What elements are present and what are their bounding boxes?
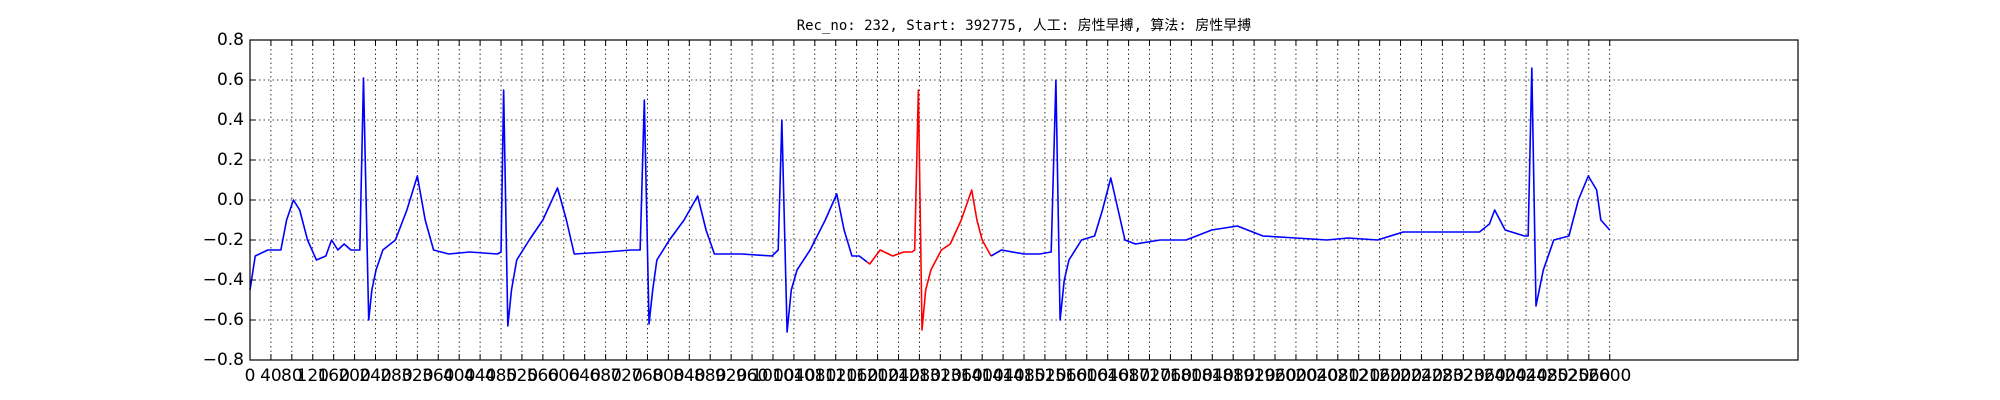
x-tick-label: 2480 (1525, 366, 1568, 386)
x-tick-label: 1080 (793, 366, 836, 386)
x-tick-label: 2200 (1379, 366, 1422, 386)
x-tick-label: 1400 (961, 366, 1004, 386)
y-tick-label: −0.2 (203, 230, 244, 250)
x-tick-label: 800 (652, 366, 684, 386)
x-tick-label: 200 (338, 366, 370, 386)
x-tick-label: 280 (380, 366, 412, 386)
y-tick-label: 0.4 (217, 110, 244, 130)
y-tick-label: −0.6 (203, 310, 244, 330)
y-tick-label: −0.8 (203, 350, 244, 370)
signal-line (866, 89, 992, 331)
x-tick-label: 2040 (1295, 366, 1338, 386)
x-tick-label: 160 (317, 366, 349, 386)
x-tick-label: 1360 (940, 366, 983, 386)
x-tick-label: 720 (610, 366, 642, 386)
x-tick-label: 1920 (1232, 366, 1275, 386)
y-tick-label: 0.2 (217, 150, 244, 170)
x-tick-label: 1000 (751, 366, 794, 386)
x-tick-label: 1880 (1212, 366, 1255, 386)
y-tick-label: 0.6 (217, 70, 244, 90)
x-tick-label: 1200 (856, 366, 899, 386)
x-tick-label: 1800 (1170, 366, 1213, 386)
x-tick-label: 1240 (877, 366, 920, 386)
x-tick-label: 480 (485, 366, 517, 386)
x-tick-label: 2440 (1504, 366, 1547, 386)
x-tick-label: 1680 (1107, 366, 1150, 386)
x-tick-label: 2360 (1463, 366, 1506, 386)
x-tick-label: 2080 (1316, 366, 1359, 386)
x-tick-label: 360 (422, 366, 454, 386)
x-tick-label: 400 (443, 366, 475, 386)
x-tick-label: 40 (260, 366, 282, 386)
x-tick-label: 1720 (1128, 366, 1171, 386)
x-tick-label: 1760 (1149, 366, 1192, 386)
x-tick-label: 760 (631, 366, 663, 386)
x-tick-label: 1640 (1086, 366, 1129, 386)
x-tick-label: 2400 (1484, 366, 1527, 386)
x-tick-label: 1600 (1065, 366, 1108, 386)
x-tick-label: 240 (359, 366, 391, 386)
x-tick-label: 1520 (1023, 366, 1066, 386)
signal-line (990, 67, 1611, 321)
x-tick-label: 1320 (919, 366, 962, 386)
chart-title: Rec_no: 232, Start: 392775, 人工: 房性早搏, 算法… (797, 17, 1252, 34)
x-tick-label: 2560 (1567, 366, 1610, 386)
signal-line (249, 77, 868, 333)
x-tick-label: 1280 (898, 366, 941, 386)
x-tick-label: 440 (464, 366, 496, 386)
x-tick-label: 840 (673, 366, 705, 386)
x-tick-label: 2600 (1588, 366, 1631, 386)
x-tick-label: 1440 (981, 366, 1024, 386)
x-tick-label: 320 (401, 366, 433, 386)
x-tick-label: 1160 (835, 366, 878, 386)
x-tick-label: 2320 (1442, 366, 1485, 386)
x-tick-label: 920 (715, 366, 747, 386)
x-tick-label: 1480 (1002, 366, 1045, 386)
x-tick-label: 1120 (814, 366, 857, 386)
x-tick-label: 520 (506, 366, 538, 386)
x-tick-label: 1840 (1191, 366, 1234, 386)
x-tick-label: 960 (736, 366, 768, 386)
y-tick-label: −0.4 (203, 270, 244, 290)
x-tick-label: 600 (548, 366, 580, 386)
y-tick-label: 0.0 (217, 190, 244, 210)
x-tick-label: 80 (281, 366, 303, 386)
x-tick-label: 2160 (1358, 366, 1401, 386)
x-tick-label: 2240 (1400, 366, 1443, 386)
x-tick-label: 0 (245, 366, 256, 386)
x-tick-label: 560 (527, 366, 559, 386)
y-tick-label: 0.8 (217, 30, 244, 50)
x-tick-label: 2520 (1546, 366, 1589, 386)
x-tick-label: 1960 (1253, 366, 1296, 386)
x-tick-label: 2120 (1337, 366, 1380, 386)
x-tick-label: 680 (589, 366, 621, 386)
x-tick-label: 2000 (1274, 366, 1317, 386)
x-tick-label: 2280 (1421, 366, 1464, 386)
plot-frame (249, 39, 1799, 361)
x-tick-label: 640 (568, 366, 600, 386)
x-tick-label: 120 (297, 366, 329, 386)
x-tick-label: 880 (694, 366, 726, 386)
x-tick-label: 1560 (1044, 366, 1087, 386)
x-tick-label: 1040 (772, 366, 815, 386)
